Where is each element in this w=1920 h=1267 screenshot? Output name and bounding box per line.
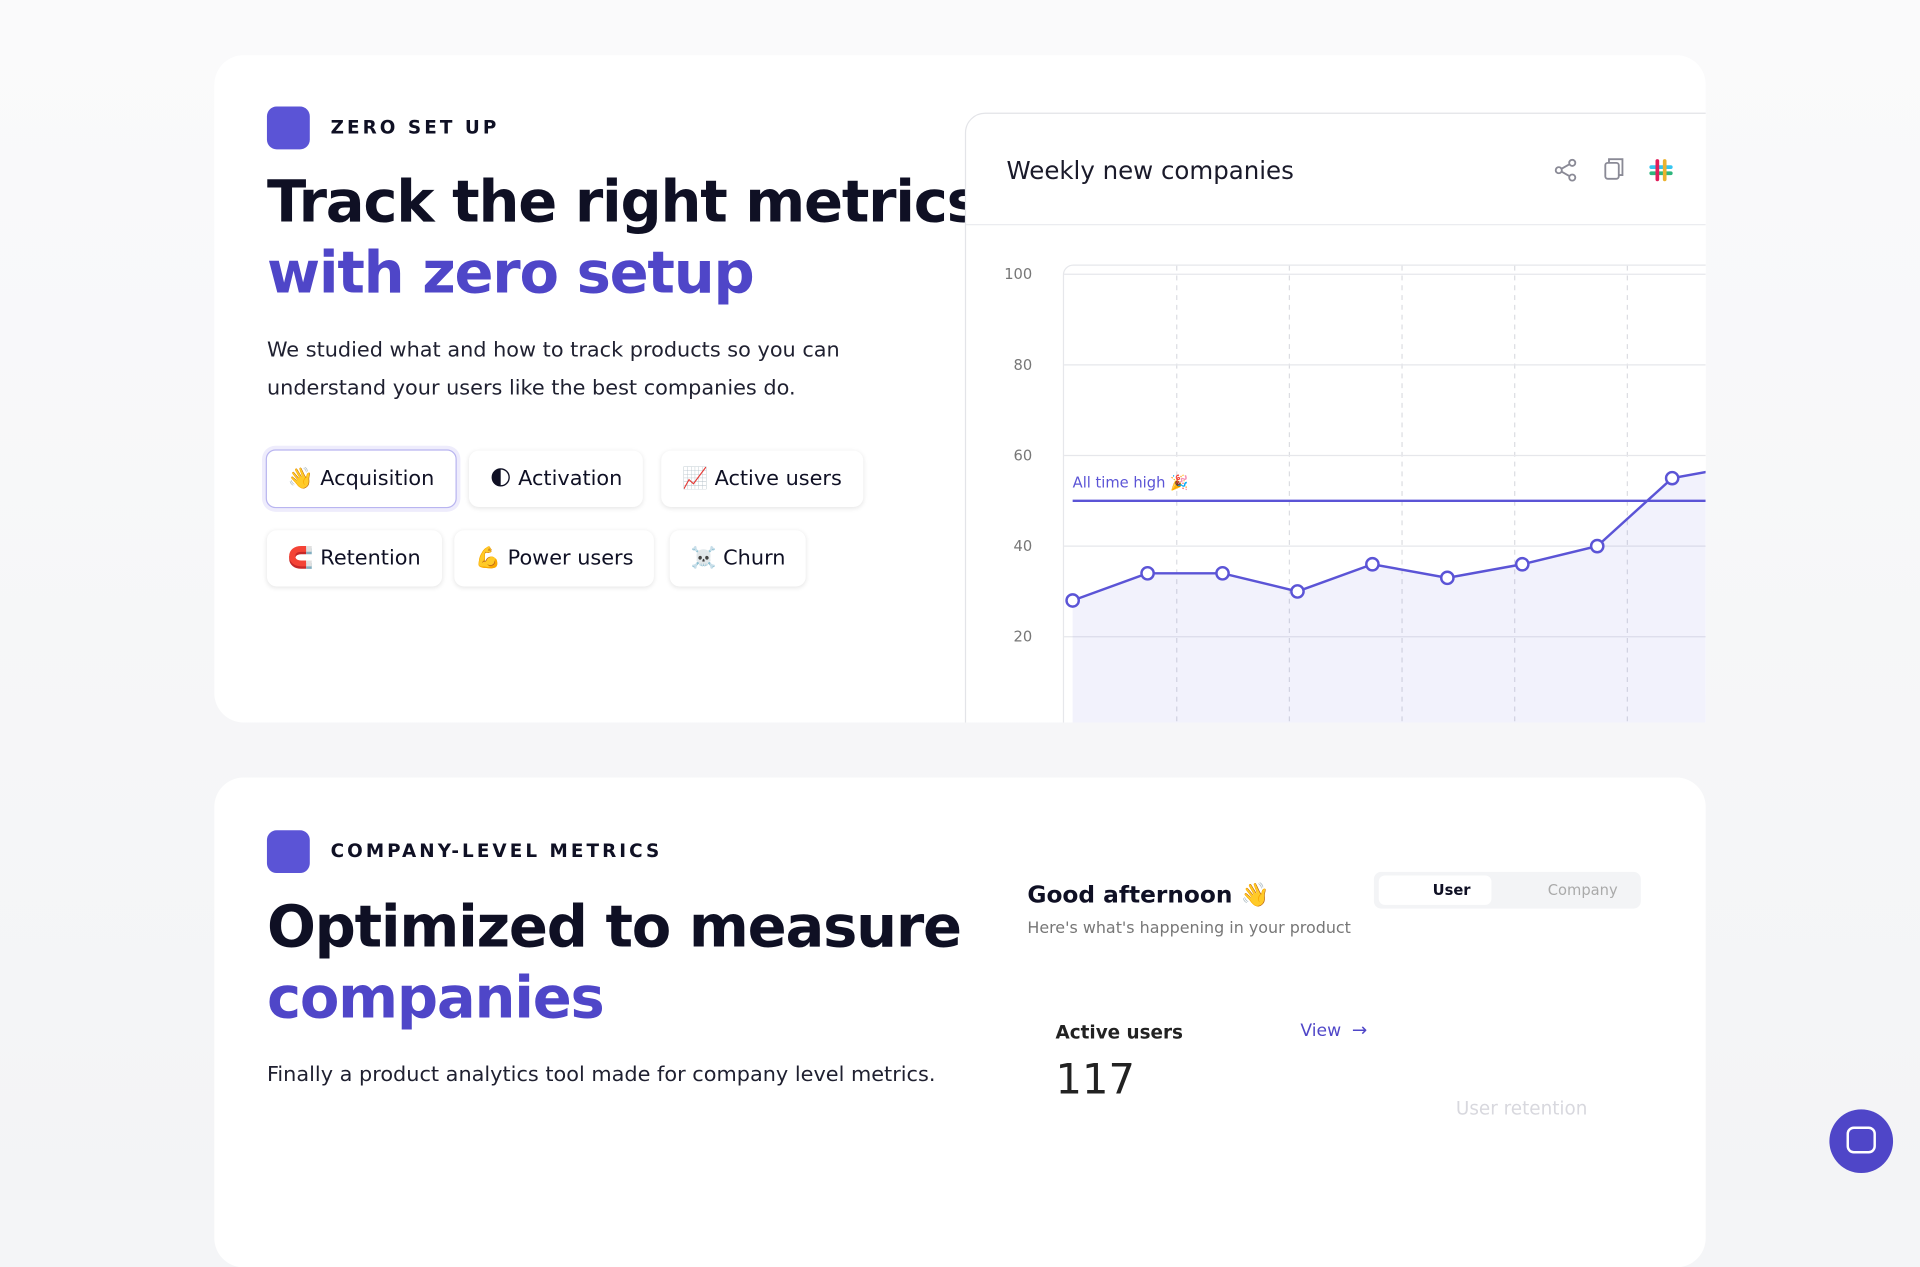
tab[interactable]: Company bbox=[1547, 881, 1618, 899]
chart-title: Weekly new companies bbox=[1007, 156, 1294, 185]
annotation-label: All time high 🎉 bbox=[1073, 473, 1189, 491]
heading: Optimized to measure bbox=[266, 893, 962, 962]
point bbox=[1741, 458, 1753, 470]
chart: Weekly new companies 20 40 60 80 100 All time… bbox=[964, 112, 1894, 1174]
point bbox=[1065, 593, 1081, 608]
point bbox=[1440, 570, 1455, 586]
arrow-icon: → bbox=[1351, 1018, 1368, 1041]
card bbox=[214, 777, 1706, 1267]
section-tag: COMPANY-LEVEL METRICS bbox=[330, 840, 663, 863]
heading-accent: with zero setup bbox=[266, 240, 755, 308]
chat-button[interactable] bbox=[1829, 1109, 1894, 1174]
slack-icon[interactable] bbox=[1649, 159, 1673, 182]
chip[interactable]: 💪 Power users bbox=[454, 530, 655, 587]
y-tick-label: 100 bbox=[1004, 266, 1032, 283]
metric-value: 117 bbox=[1055, 1055, 1135, 1105]
chip[interactable]: 🌓 Activation bbox=[468, 450, 644, 507]
chip[interactable]: ☠️ Churn bbox=[669, 530, 807, 587]
point bbox=[1290, 584, 1305, 599]
point bbox=[1215, 565, 1230, 581]
y-tick-label: 40 bbox=[1014, 538, 1033, 555]
chat-icon bbox=[1846, 1126, 1876, 1154]
point bbox=[1140, 565, 1155, 581]
section-tag: ZERO SET UP bbox=[330, 116, 500, 139]
y-tick-label: 60 bbox=[1014, 447, 1033, 464]
heading: Track the right metrics bbox=[266, 168, 981, 237]
header-icons[interactable] bbox=[1554, 158, 1624, 182]
point bbox=[1589, 538, 1605, 554]
subtitle: Here's what's happening in your product bbox=[1027, 919, 1351, 938]
point bbox=[1816, 440, 1828, 452]
plot-frame bbox=[1062, 264, 1706, 723]
metric-label: Active users bbox=[1055, 1021, 1183, 1044]
tag-icon bbox=[266, 106, 310, 150]
dashed-grid bbox=[1176, 265, 1628, 723]
area bbox=[1072, 472, 1706, 723]
chart-card: Weekly new companies 20 40 60 80 100 All time… bbox=[964, 112, 1828, 723]
view-link[interactable]: View bbox=[1300, 1021, 1342, 1041]
chip[interactable]: 📈 Active users bbox=[661, 450, 863, 507]
y-tick-label: 20 bbox=[1014, 629, 1033, 646]
tag-icon bbox=[266, 830, 310, 874]
description: Finally a product analytics tool made fo… bbox=[266, 1062, 936, 1088]
heading-accent: companies bbox=[266, 964, 605, 1033]
greeting: Good afternoon 👋 bbox=[1027, 881, 1270, 909]
tab-active-bg bbox=[1378, 875, 1492, 905]
tab[interactable]: User bbox=[1432, 881, 1471, 899]
faded-label: User retention bbox=[1455, 1097, 1588, 1120]
point bbox=[1514, 556, 1530, 572]
plot-area: All time high 🎉 bbox=[1065, 440, 1828, 723]
point bbox=[1664, 470, 1680, 486]
chip[interactable]: 👋 Acquisition bbox=[265, 449, 457, 509]
point bbox=[1365, 556, 1380, 572]
chip[interactable]: 🧲 Retention bbox=[266, 530, 442, 587]
description: We studied what and how to track product… bbox=[266, 337, 840, 401]
y-tick-label: 80 bbox=[1014, 357, 1033, 374]
